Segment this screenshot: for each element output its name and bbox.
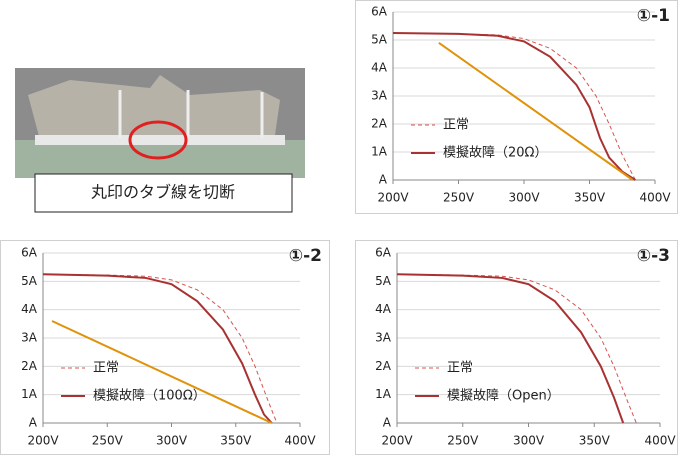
y-tick-label: 4A <box>375 302 392 316</box>
x-tick-label: 400V <box>644 434 676 448</box>
series-line <box>42 273 273 424</box>
x-tick-label: 250V <box>443 191 475 205</box>
photo-tab <box>35 135 285 145</box>
photo-caption: 丸印のタブ線を切断 <box>91 183 235 202</box>
chart-title: ①-3 <box>637 246 670 266</box>
caption-box <box>34 173 293 213</box>
x-tick-label: 200V <box>381 434 413 448</box>
x-tick-label: 350V <box>574 191 606 205</box>
x-tick-label: 250V <box>447 434 479 448</box>
y-tick-label: 5A <box>371 33 388 47</box>
y-tick-label: 1A <box>371 145 388 159</box>
y-tick-label: 1A <box>375 387 392 401</box>
legend-label: 正常 <box>447 361 473 376</box>
x-tick-label: 300V <box>156 434 188 448</box>
x-tick-label: 250V <box>92 434 124 448</box>
legend-label: 正常 <box>443 118 469 133</box>
y-tick-label: 3A <box>375 331 392 345</box>
y-tick-label: 3A <box>21 331 38 345</box>
photo-panel <box>28 75 280 140</box>
series-line <box>438 41 634 181</box>
x-tick-label: 400V <box>639 191 671 205</box>
x-tick-label: 200V <box>377 191 409 205</box>
x-tick-label: 350V <box>220 434 252 448</box>
series-line <box>396 273 637 424</box>
x-tick-label: 400V <box>284 434 316 448</box>
x-tick-label: 350V <box>579 434 611 448</box>
y-tick-label: 4A <box>371 61 388 75</box>
x-tick-label: 200V <box>27 434 59 448</box>
y-tick-label: 2A <box>371 117 388 131</box>
y-tick-label: 6A <box>371 5 388 19</box>
chart-title: ①-2 <box>289 246 322 266</box>
x-tick-label: 300V <box>513 434 545 448</box>
y-tick-label: 6A <box>21 246 38 260</box>
y-tick-label: 2A <box>21 359 38 373</box>
chart-frame <box>355 0 678 214</box>
y-tick-label: A <box>29 416 38 430</box>
series-line <box>51 320 273 424</box>
series-line <box>396 273 625 424</box>
photo <box>15 68 305 178</box>
legend-label: 模擬故障（20Ω） <box>443 145 547 161</box>
photo-circle <box>128 120 188 160</box>
y-tick-label: 1A <box>21 387 38 401</box>
y-tick-label: 6A <box>375 246 392 260</box>
y-tick-label: 2A <box>375 359 392 373</box>
legend-label: 模擬故障（100Ω） <box>93 388 206 404</box>
series-line <box>392 32 636 181</box>
legend-label: 正常 <box>93 361 119 376</box>
x-tick-label: 300V <box>508 191 540 205</box>
chart-frame <box>355 240 678 455</box>
y-tick-label: 4A <box>21 302 38 316</box>
y-tick-label: A <box>379 173 388 187</box>
y-tick-label: 3A <box>371 89 388 103</box>
y-tick-label: 5A <box>375 274 392 288</box>
chart-frame <box>0 240 330 455</box>
chart-title: ①-1 <box>637 6 670 26</box>
y-tick-label: A <box>383 416 392 430</box>
y-tick-label: 5A <box>21 274 38 288</box>
legend-label: 模擬故障（Open） <box>447 388 560 404</box>
